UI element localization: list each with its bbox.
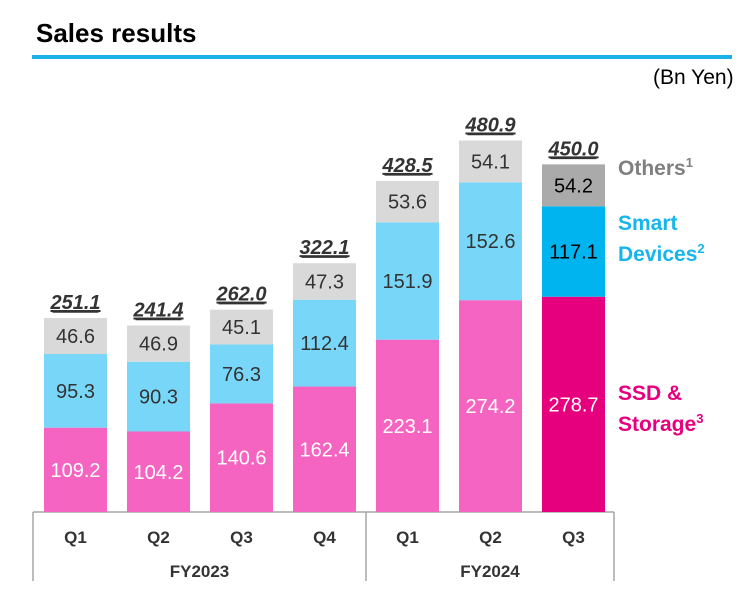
bar-others-2 (127, 325, 190, 362)
title-underline (32, 55, 732, 59)
data-label-others-4: 47.3 (305, 271, 344, 293)
total-label-2: 241.4 (132, 300, 183, 322)
x-group-label-fy2024: FY2024 (460, 562, 520, 581)
legend-ssd-footnote: 3 (696, 411, 704, 426)
data-label-smart-4: 112.4 (300, 333, 349, 355)
data-label-smart-1: 95.3 (56, 381, 95, 403)
legend-ssd-storage: SSD & Storage3 (618, 381, 703, 437)
data-label-ssd-5: 223.1 (382, 416, 432, 438)
total-label-5: 428.5 (381, 155, 433, 177)
data-label-others-5: 53.6 (388, 192, 427, 214)
x-tick-label-1: Q1 (64, 528, 87, 547)
bar-ssd-1 (44, 427, 107, 512)
page-title: Sales results (36, 18, 197, 48)
bar-smart-7 (542, 206, 605, 297)
data-label-others-1: 46.6 (56, 326, 95, 348)
data-label-smart-3: 76.3 (222, 364, 261, 386)
bar-ssd-3 (210, 403, 273, 512)
legend-others-footnote: 1 (685, 155, 693, 170)
x-tick-label-7: Q3 (562, 528, 585, 547)
legend-smart-line1: Smart (618, 212, 678, 235)
data-label-ssd-2: 104.2 (133, 462, 183, 484)
bar-ssd-5 (376, 339, 439, 512)
bar-others-7 (542, 164, 605, 207)
bar-smart-3 (210, 344, 273, 404)
bar-ssd-7 (542, 296, 605, 512)
bar-ssd-4 (293, 386, 356, 512)
bar-smart-2 (127, 361, 190, 432)
data-label-ssd-6: 274.2 (465, 396, 515, 418)
x-tick-label-3: Q3 (230, 528, 253, 547)
data-label-smart-7: 117.1 (549, 241, 598, 263)
data-label-ssd-4: 162.4 (299, 439, 349, 461)
bar-others-4 (293, 263, 356, 300)
total-label-7: 450.0 (547, 138, 598, 160)
bar-others-3 (210, 309, 273, 345)
bar-ssd-6 (459, 300, 522, 512)
bar-others-5 (376, 180, 439, 223)
legend-ssd-line1: SSD & (618, 382, 683, 405)
x-group-label-fy2023: FY2023 (170, 562, 230, 581)
bar-smart-1 (44, 354, 107, 428)
bar-smart-4 (293, 299, 356, 387)
bar-smart-5 (376, 222, 439, 340)
total-label-6: 480.9 (464, 115, 516, 137)
legend-ssd-line2: Storage (618, 413, 697, 436)
data-label-others-2: 46.9 (139, 334, 178, 356)
total-label-1: 251.1 (49, 292, 100, 314)
data-label-smart-2: 90.3 (139, 387, 178, 409)
bar-smart-6 (459, 182, 522, 301)
bar-others-1 (44, 318, 107, 355)
legend-smart-devices: Smart Devices2 (618, 211, 705, 267)
x-tick-label-4: Q4 (313, 528, 336, 547)
legend-others-label: Others (618, 157, 686, 180)
data-label-others-6: 54.1 (471, 151, 510, 173)
data-label-others-3: 45.1 (222, 317, 261, 339)
total-label-4: 322.1 (299, 237, 349, 259)
bar-others-6 (459, 140, 522, 183)
data-label-others-7: 54.2 (554, 175, 593, 197)
legend-smart-line2: Devices (618, 243, 698, 266)
data-label-smart-6: 152.6 (465, 231, 515, 253)
total-label-3: 262.0 (215, 284, 266, 306)
data-label-smart-5: 151.9 (382, 271, 432, 293)
legend-others: Others1 (618, 150, 693, 181)
data-label-ssd-7: 278.7 (548, 394, 598, 416)
bar-ssd-2 (127, 431, 190, 512)
x-tick-label-5: Q1 (396, 528, 419, 547)
unit-label: (Bn Yen) (653, 66, 734, 89)
data-label-ssd-3: 140.6 (216, 448, 266, 470)
x-tick-label-2: Q2 (147, 528, 170, 547)
data-label-ssd-1: 109.2 (50, 460, 100, 482)
legend-smart-footnote: 2 (697, 241, 705, 256)
x-tick-label-6: Q2 (479, 528, 502, 547)
